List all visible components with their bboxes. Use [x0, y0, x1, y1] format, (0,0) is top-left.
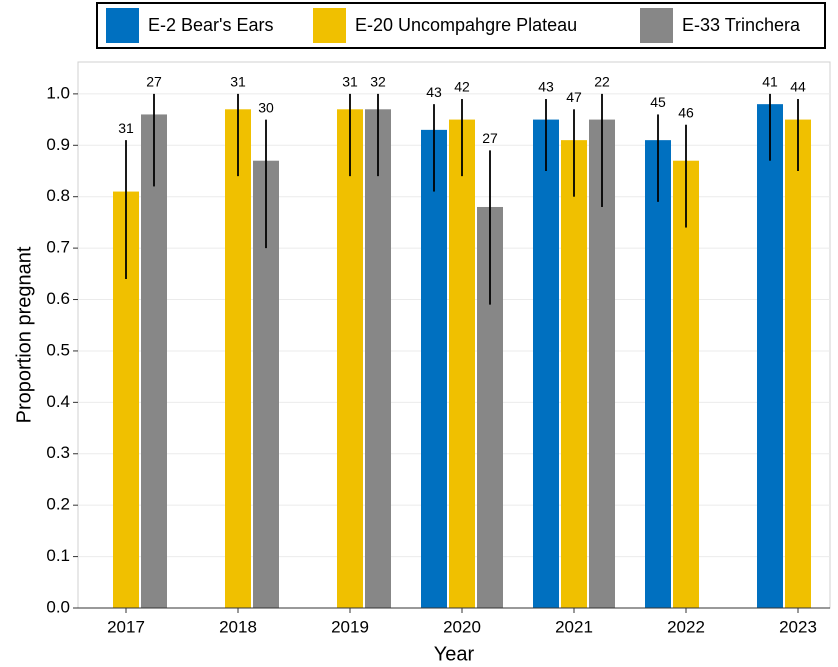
y-tick-label: 0.3 — [46, 443, 70, 462]
sample-size-label: 27 — [482, 130, 498, 146]
y-tick-label: 0.4 — [46, 392, 70, 411]
sample-size-label: 43 — [538, 79, 554, 95]
sample-size-label: 32 — [370, 74, 386, 90]
sample-size-label: 42 — [454, 79, 470, 95]
legend-swatch — [313, 8, 346, 43]
sample-size-label: 41 — [762, 74, 778, 90]
sample-size-label: 43 — [426, 84, 442, 100]
bar — [533, 119, 559, 609]
bar — [673, 160, 699, 609]
sample-size-label: 31 — [230, 74, 246, 90]
sample-size-label: 44 — [790, 79, 806, 95]
y-tick-label: 1.0 — [46, 83, 70, 102]
y-tick-label: 0.5 — [46, 340, 70, 359]
sample-size-label: 31 — [342, 74, 358, 90]
bar — [141, 114, 167, 609]
legend-box — [96, 2, 826, 49]
bar — [645, 140, 671, 608]
sample-size-label: 45 — [650, 94, 666, 110]
legend-label: E-33 Trinchera — [682, 15, 801, 35]
bar — [561, 140, 587, 608]
x-axis-title: Year — [434, 643, 475, 665]
sample-size-label: 22 — [594, 74, 610, 90]
x-tick-label: 2017 — [107, 617, 145, 636]
marks — [113, 93, 811, 609]
y-tick-label: 0.9 — [46, 135, 70, 154]
bar — [337, 109, 363, 608]
bar — [785, 119, 811, 609]
bar — [421, 129, 447, 608]
y-tick-label: 0.0 — [46, 597, 70, 616]
legend-swatch — [640, 8, 673, 43]
bar — [225, 109, 251, 608]
y-tick-label: 0.7 — [46, 238, 70, 257]
bar — [365, 109, 391, 608]
sample-size-label: 46 — [678, 104, 694, 120]
x-tick-label: 2018 — [219, 617, 257, 636]
legend-swatch — [106, 8, 139, 43]
x-tick-label: 2019 — [331, 617, 369, 636]
y-tick-label: 0.2 — [46, 495, 70, 514]
y-tick-label: 0.1 — [46, 546, 70, 565]
sample-size-label: 31 — [118, 120, 134, 136]
legend-label: E-20 Uncompahgre Plateau — [355, 15, 577, 35]
x-tick-label: 2021 — [555, 617, 593, 636]
bar — [449, 119, 475, 609]
x-tick-label: 2023 — [779, 617, 817, 636]
x-tick-label: 2022 — [667, 617, 705, 636]
sample-size-label: 47 — [566, 89, 582, 105]
y-tick-label: 0.8 — [46, 186, 70, 205]
y-tick-label: 0.6 — [46, 289, 70, 308]
x-tick-label: 2020 — [443, 617, 481, 636]
sample-size-label: 27 — [146, 74, 162, 90]
sample-size-label: 30 — [258, 99, 274, 115]
legend-label: E-2 Bear's Ears — [148, 15, 273, 35]
y-axis-title: Proportion pregnant — [13, 246, 35, 423]
bar — [757, 104, 783, 608]
